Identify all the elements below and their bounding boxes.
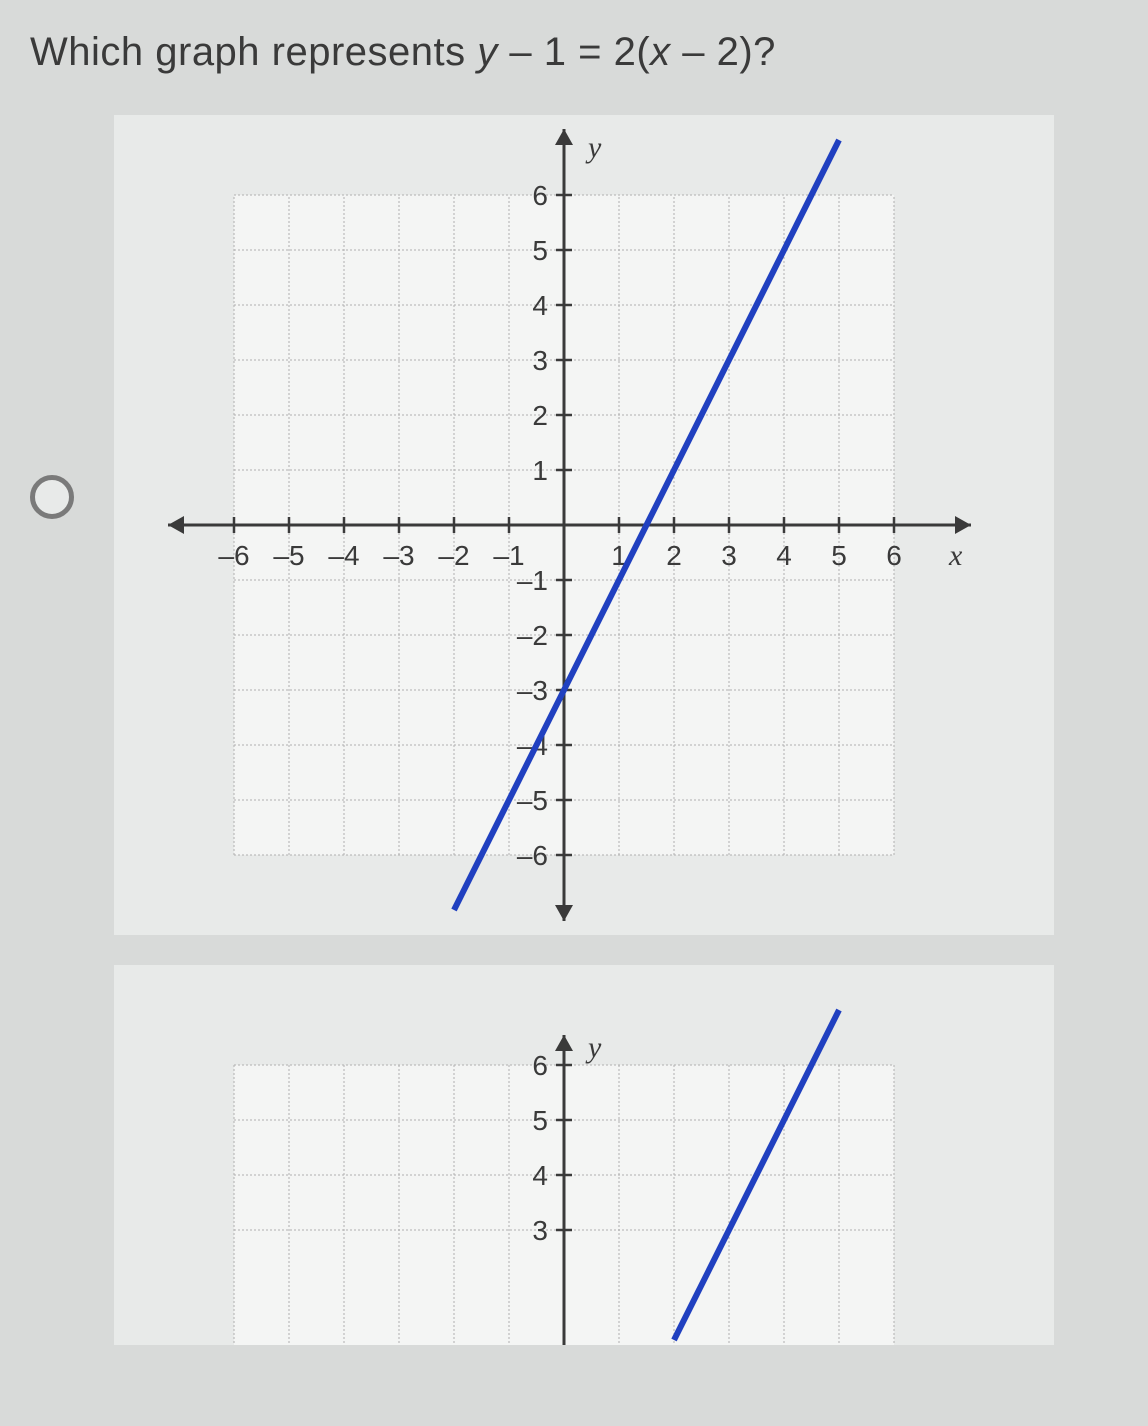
- svg-text:6: 6: [886, 540, 902, 571]
- svg-text:5: 5: [532, 235, 548, 266]
- svg-text:3: 3: [532, 1215, 548, 1246]
- svg-text:4: 4: [776, 540, 792, 571]
- svg-text:y: y: [585, 1031, 602, 1064]
- svg-text:–3: –3: [383, 540, 414, 571]
- svg-text:1: 1: [532, 455, 548, 486]
- q-mid2: – 2)?: [671, 30, 776, 74]
- svg-text:x: x: [948, 539, 963, 572]
- svg-text:5: 5: [532, 1105, 548, 1136]
- question-prompt: Which graph represents y – 1 = 2(x – 2)?: [30, 30, 1118, 75]
- svg-text:–2: –2: [438, 540, 469, 571]
- svg-text:3: 3: [532, 345, 548, 376]
- q-var-x: x: [650, 30, 671, 74]
- svg-text:y: y: [585, 131, 602, 164]
- svg-text:–1: –1: [517, 565, 548, 596]
- question-page: Which graph represents y – 1 = 2(x – 2)?…: [0, 0, 1148, 1426]
- charts-column: –6–5–4–3–2–1123456–6–5–4–3–2–1123456yx 6…: [114, 115, 1054, 1345]
- svg-text:–5: –5: [273, 540, 304, 571]
- svg-text:4: 4: [532, 290, 548, 321]
- svg-text:4: 4: [532, 1160, 548, 1191]
- svg-text:–6: –6: [517, 840, 548, 871]
- svg-text:–3: –3: [517, 675, 548, 706]
- svg-text:2: 2: [532, 400, 548, 431]
- svg-text:–5: –5: [517, 785, 548, 816]
- svg-text:6: 6: [532, 1050, 548, 1081]
- q-var-y: y: [477, 30, 498, 74]
- svg-text:–2: –2: [517, 620, 548, 651]
- radio-option-a[interactable]: [30, 475, 74, 519]
- chart-2-partial: 6 5 4 3 y: [114, 965, 1054, 1345]
- svg-text:–6: –6: [218, 540, 249, 571]
- option-a: –6–5–4–3–2–1123456–6–5–4–3–2–1123456yx 6…: [30, 115, 1118, 1345]
- q-mid1: – 1 = 2(: [498, 30, 650, 74]
- q-prefix: Which graph represents: [30, 30, 477, 74]
- svg-text:3: 3: [721, 540, 737, 571]
- svg-text:2: 2: [666, 540, 682, 571]
- svg-text:–4: –4: [328, 540, 359, 571]
- chart-1-wrap: –6–5–4–3–2–1123456–6–5–4–3–2–1123456yx: [114, 115, 1054, 935]
- svg-text:5: 5: [831, 540, 847, 571]
- svg-text:6: 6: [532, 180, 548, 211]
- chart-1: –6–5–4–3–2–1123456–6–5–4–3–2–1123456yx: [114, 115, 1054, 935]
- chart-2-wrap: 6 5 4 3 y: [114, 965, 1054, 1345]
